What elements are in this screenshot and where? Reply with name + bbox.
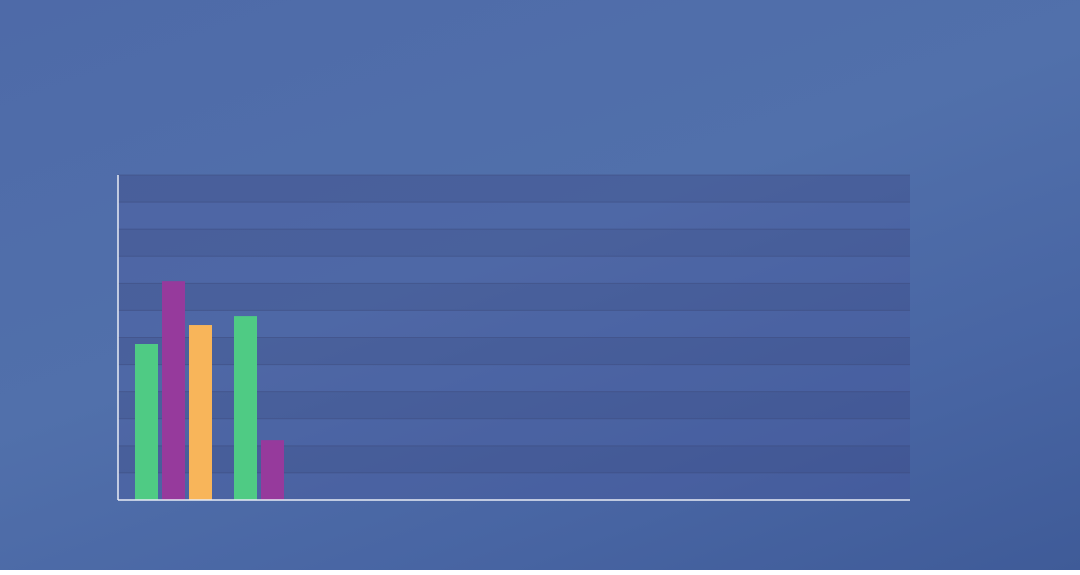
grid-band bbox=[118, 229, 910, 257]
bar bbox=[189, 325, 212, 500]
grid-band bbox=[118, 202, 910, 230]
bar bbox=[135, 344, 158, 500]
grid-band bbox=[118, 175, 910, 203]
grid-band bbox=[118, 256, 910, 284]
bar bbox=[261, 440, 284, 500]
bar bbox=[234, 316, 257, 500]
grid-band bbox=[118, 283, 910, 311]
bar bbox=[162, 281, 185, 500]
